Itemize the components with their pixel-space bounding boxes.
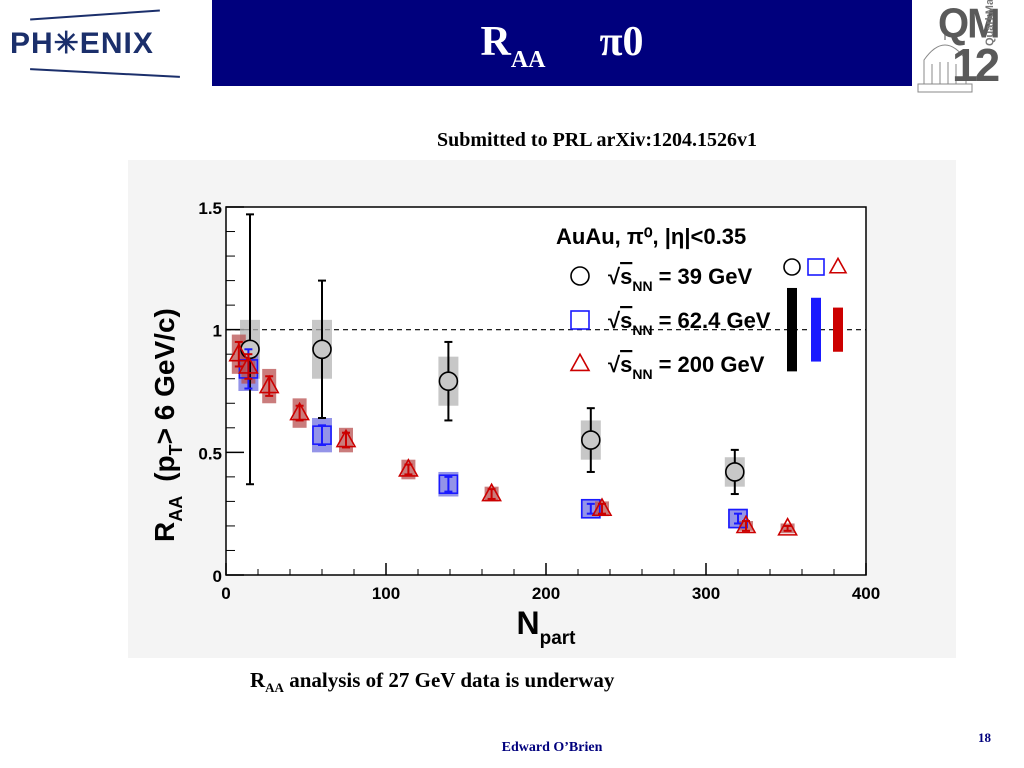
plot-area	[226, 207, 866, 575]
x-tick-label: 300	[692, 584, 720, 603]
analysis-note-r: R	[250, 668, 266, 692]
qm12-logo: QM 12 QuarkMatter	[912, 0, 1024, 96]
page-number: 18	[978, 730, 991, 745]
y-tick-label: 0.5	[198, 444, 222, 463]
quarkmatter-vertical-text: QuarkMatter	[984, 0, 996, 46]
title-particle: π0	[599, 19, 644, 65]
legend-sqrt: √	[608, 352, 621, 377]
circle-marker	[724, 462, 745, 482]
legend-title: AuAu, π⁰, |η|<0.35	[556, 224, 746, 249]
y-tick-label: 1	[213, 322, 222, 341]
x-tick-label: 400	[852, 584, 880, 603]
y-label-paren: (p	[149, 455, 180, 481]
triangle-marker	[481, 482, 502, 502]
legend-label: √sNN = 62.4 GeV	[608, 308, 771, 338]
analysis-note: RAA analysis of 27 GeV data is underway	[250, 668, 615, 695]
legend-s: s	[620, 352, 632, 377]
y-axis-label: RAA (pT> 6 GeV/c)	[149, 308, 186, 542]
logo-swoosh-top	[30, 9, 160, 21]
logo-swoosh-bottom	[30, 68, 180, 78]
legend-label: √sNN = 200 GeV	[608, 352, 765, 382]
legend-s: s	[620, 308, 632, 333]
circle-marker	[312, 339, 332, 360]
analysis-note-text: analysis of 27 GeV data is underway	[283, 668, 615, 692]
triangle-marker	[258, 374, 280, 394]
legend-nn: NN	[632, 366, 652, 382]
triangle-marker	[398, 458, 419, 477]
analysis-note-sub: AA	[265, 680, 284, 695]
legend-sqrt: √	[608, 308, 621, 333]
legend-energy: = 39 GeV	[659, 264, 753, 289]
legend-circle-icon	[570, 266, 590, 286]
y-tick-label: 1.5	[198, 199, 222, 218]
circle-marker	[580, 430, 601, 450]
x-tick-label: 100	[372, 584, 400, 603]
triangle-marker	[238, 355, 259, 374]
submission-note: Submitted to PRL arXiv:1204.1526v1	[437, 129, 757, 151]
title-subscript: AA	[510, 47, 546, 73]
legend-nn: NN	[632, 278, 652, 294]
square-marker	[580, 498, 601, 519]
triangle-marker	[591, 497, 613, 517]
legend-s: s	[620, 264, 632, 289]
author-name: Edward O’Brien	[501, 740, 603, 755]
legend-label: √sNN = 39 GeV	[608, 264, 752, 294]
square-marker	[312, 425, 332, 445]
phenix-logo-text: PH✳ENIX	[10, 27, 154, 60]
x-axis-label-sub: part	[540, 628, 577, 649]
global-square-icon	[807, 258, 825, 276]
global-uncertainty-bar	[811, 297, 821, 362]
capitol-dome-icon	[917, 26, 973, 93]
y-label-r: R	[149, 522, 180, 542]
legend-square-icon	[570, 310, 590, 330]
y-label-sub: AA	[166, 496, 186, 522]
y-label-tail: > 6 GeV/c)	[149, 308, 180, 444]
phenix-logo: PH✳ENIX	[0, 0, 212, 86]
x-tick-label: 0	[221, 584, 230, 603]
triangle-marker	[777, 517, 798, 536]
title-main: R	[480, 19, 511, 65]
triangle-marker	[335, 428, 357, 448]
legend-sqrt: √	[608, 264, 621, 289]
y-tick-label: 0	[213, 567, 222, 586]
title-bar: RAA π0	[212, 0, 912, 86]
qm-year-text: 12	[952, 39, 1000, 91]
legend-triangle-icon	[569, 352, 591, 372]
x-tick-label: 200	[532, 584, 560, 603]
legend-energy: = 62.4 GeV	[659, 308, 771, 333]
slide-title: RAA π0	[212, 18, 912, 73]
legend: AuAu, π⁰, |η|<0.35√sNN = 39 GeV√sNN = 62.4…	[556, 224, 848, 382]
global-circle-icon	[783, 258, 801, 276]
global-uncertainty-bar	[787, 287, 797, 372]
y-label-sub2: T	[166, 444, 186, 455]
legend-nn: NN	[632, 322, 652, 338]
triangle-marker	[289, 401, 310, 421]
square-marker	[438, 474, 459, 495]
circle-marker	[438, 371, 459, 391]
triangle-marker	[735, 514, 757, 534]
global-triangle-icon	[828, 256, 848, 274]
triangle-marker	[228, 342, 250, 362]
qm-text: QM	[938, 0, 1000, 48]
data-marks	[228, 213, 798, 536]
legend-energy: = 200 GeV	[659, 352, 765, 377]
global-uncertainty-bar	[833, 307, 843, 352]
